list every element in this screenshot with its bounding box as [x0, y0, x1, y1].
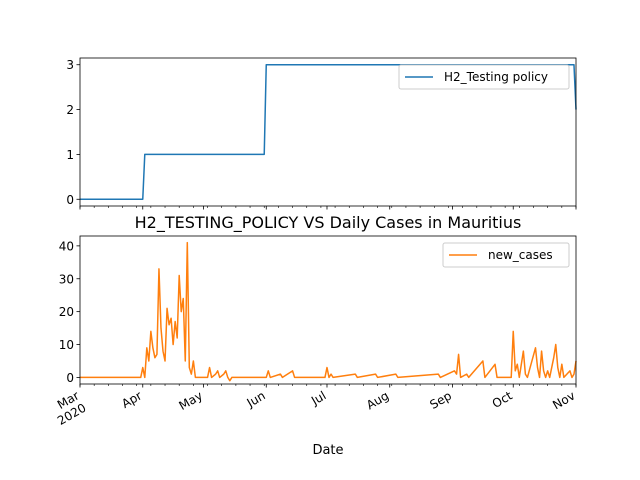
- policy-series-layer: [80, 63, 577, 201]
- x-axis-label: Date: [312, 443, 343, 458]
- policy-y-tick-label: 3: [66, 58, 74, 72]
- cases-y-tick-label: 20: [59, 305, 74, 319]
- policy-y-tick-label: 2: [66, 103, 74, 117]
- policy-y-tick-label: 0: [66, 193, 74, 207]
- cases-series-line: [80, 241, 577, 382]
- policy-legend-label: H2_Testing policy: [444, 70, 548, 84]
- policy-series-line: [80, 63, 577, 201]
- policy-subplot: 0 1 2 3 H2_Testing policy: [66, 57, 577, 210]
- cases-legend: new_cases: [442, 242, 570, 268]
- cases-axes-frame: [79, 235, 577, 385]
- cases-series-layer: [80, 241, 577, 382]
- cases-y-tick-label: 10: [59, 338, 74, 352]
- policy-y-tick-label: 1: [66, 148, 74, 162]
- policy-legend-box: [398, 64, 570, 90]
- cases-legend-box: [442, 242, 570, 268]
- chart-title: H2_TESTING_POLICY VS Daily Cases in Maur…: [135, 213, 522, 233]
- cases-y-tick-label: 40: [59, 239, 74, 253]
- cases-y-ticks: 0 10 20 30 40: [59, 239, 80, 385]
- cases-y-tick-label: 30: [59, 272, 74, 286]
- cases-legend-label: new_cases: [488, 248, 553, 262]
- policy-x-ticks: [79, 206, 577, 210]
- policy-axes-frame: [79, 57, 577, 207]
- cases-y-tick-label: 0: [66, 371, 74, 385]
- policy-legend: H2_Testing policy: [398, 64, 570, 90]
- x-tick-label-line: Jul: [308, 388, 328, 408]
- x-tick-label: Jul: [308, 388, 328, 408]
- policy-y-ticks: 0 1 2 3: [66, 58, 80, 207]
